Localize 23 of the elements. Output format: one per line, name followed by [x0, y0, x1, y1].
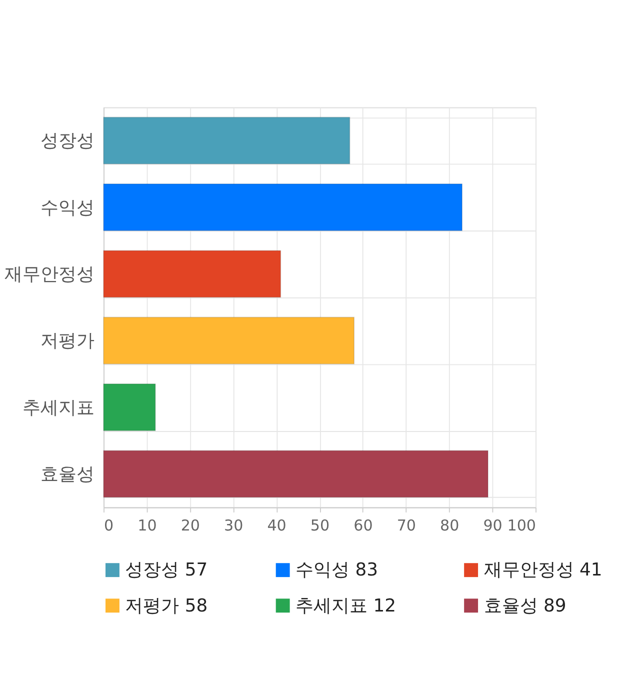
y-tick-label: 성장성 — [40, 130, 95, 152]
x-tick-label: 10 — [138, 516, 157, 534]
x-tick-label: 70 — [396, 516, 416, 534]
y-tick-label: 수익성 — [40, 197, 95, 218]
y-tick-label: 효율성 — [40, 464, 95, 486]
x-tick-label: 0 — [104, 516, 114, 534]
legend-label: 재무안정성 41 — [484, 560, 602, 581]
legend-label: 저평가 58 — [125, 595, 208, 616]
legend-label: 성장성 57 — [125, 560, 208, 581]
x-tick-label: 90 — [483, 516, 502, 534]
legend-label: 추세지표 12 — [296, 595, 396, 616]
x-tick-label: 50 — [310, 516, 330, 534]
legend-label: 효율성 89 — [484, 595, 566, 616]
y-tick-label: 저평가 — [40, 330, 95, 352]
x-tick-label: 20 — [180, 516, 200, 534]
y-tick-label: 추세지표 — [22, 397, 95, 418]
x-tick-label: 40 — [267, 516, 286, 534]
y-tick-label: 재무안정성 — [4, 264, 95, 286]
x-tick-label: 100 — [507, 516, 536, 534]
legend-label: 수익성 83 — [296, 560, 378, 581]
x-tick-label: 30 — [224, 516, 244, 534]
x-tick-label: 60 — [354, 516, 373, 534]
x-tick-label: 80 — [440, 516, 460, 534]
